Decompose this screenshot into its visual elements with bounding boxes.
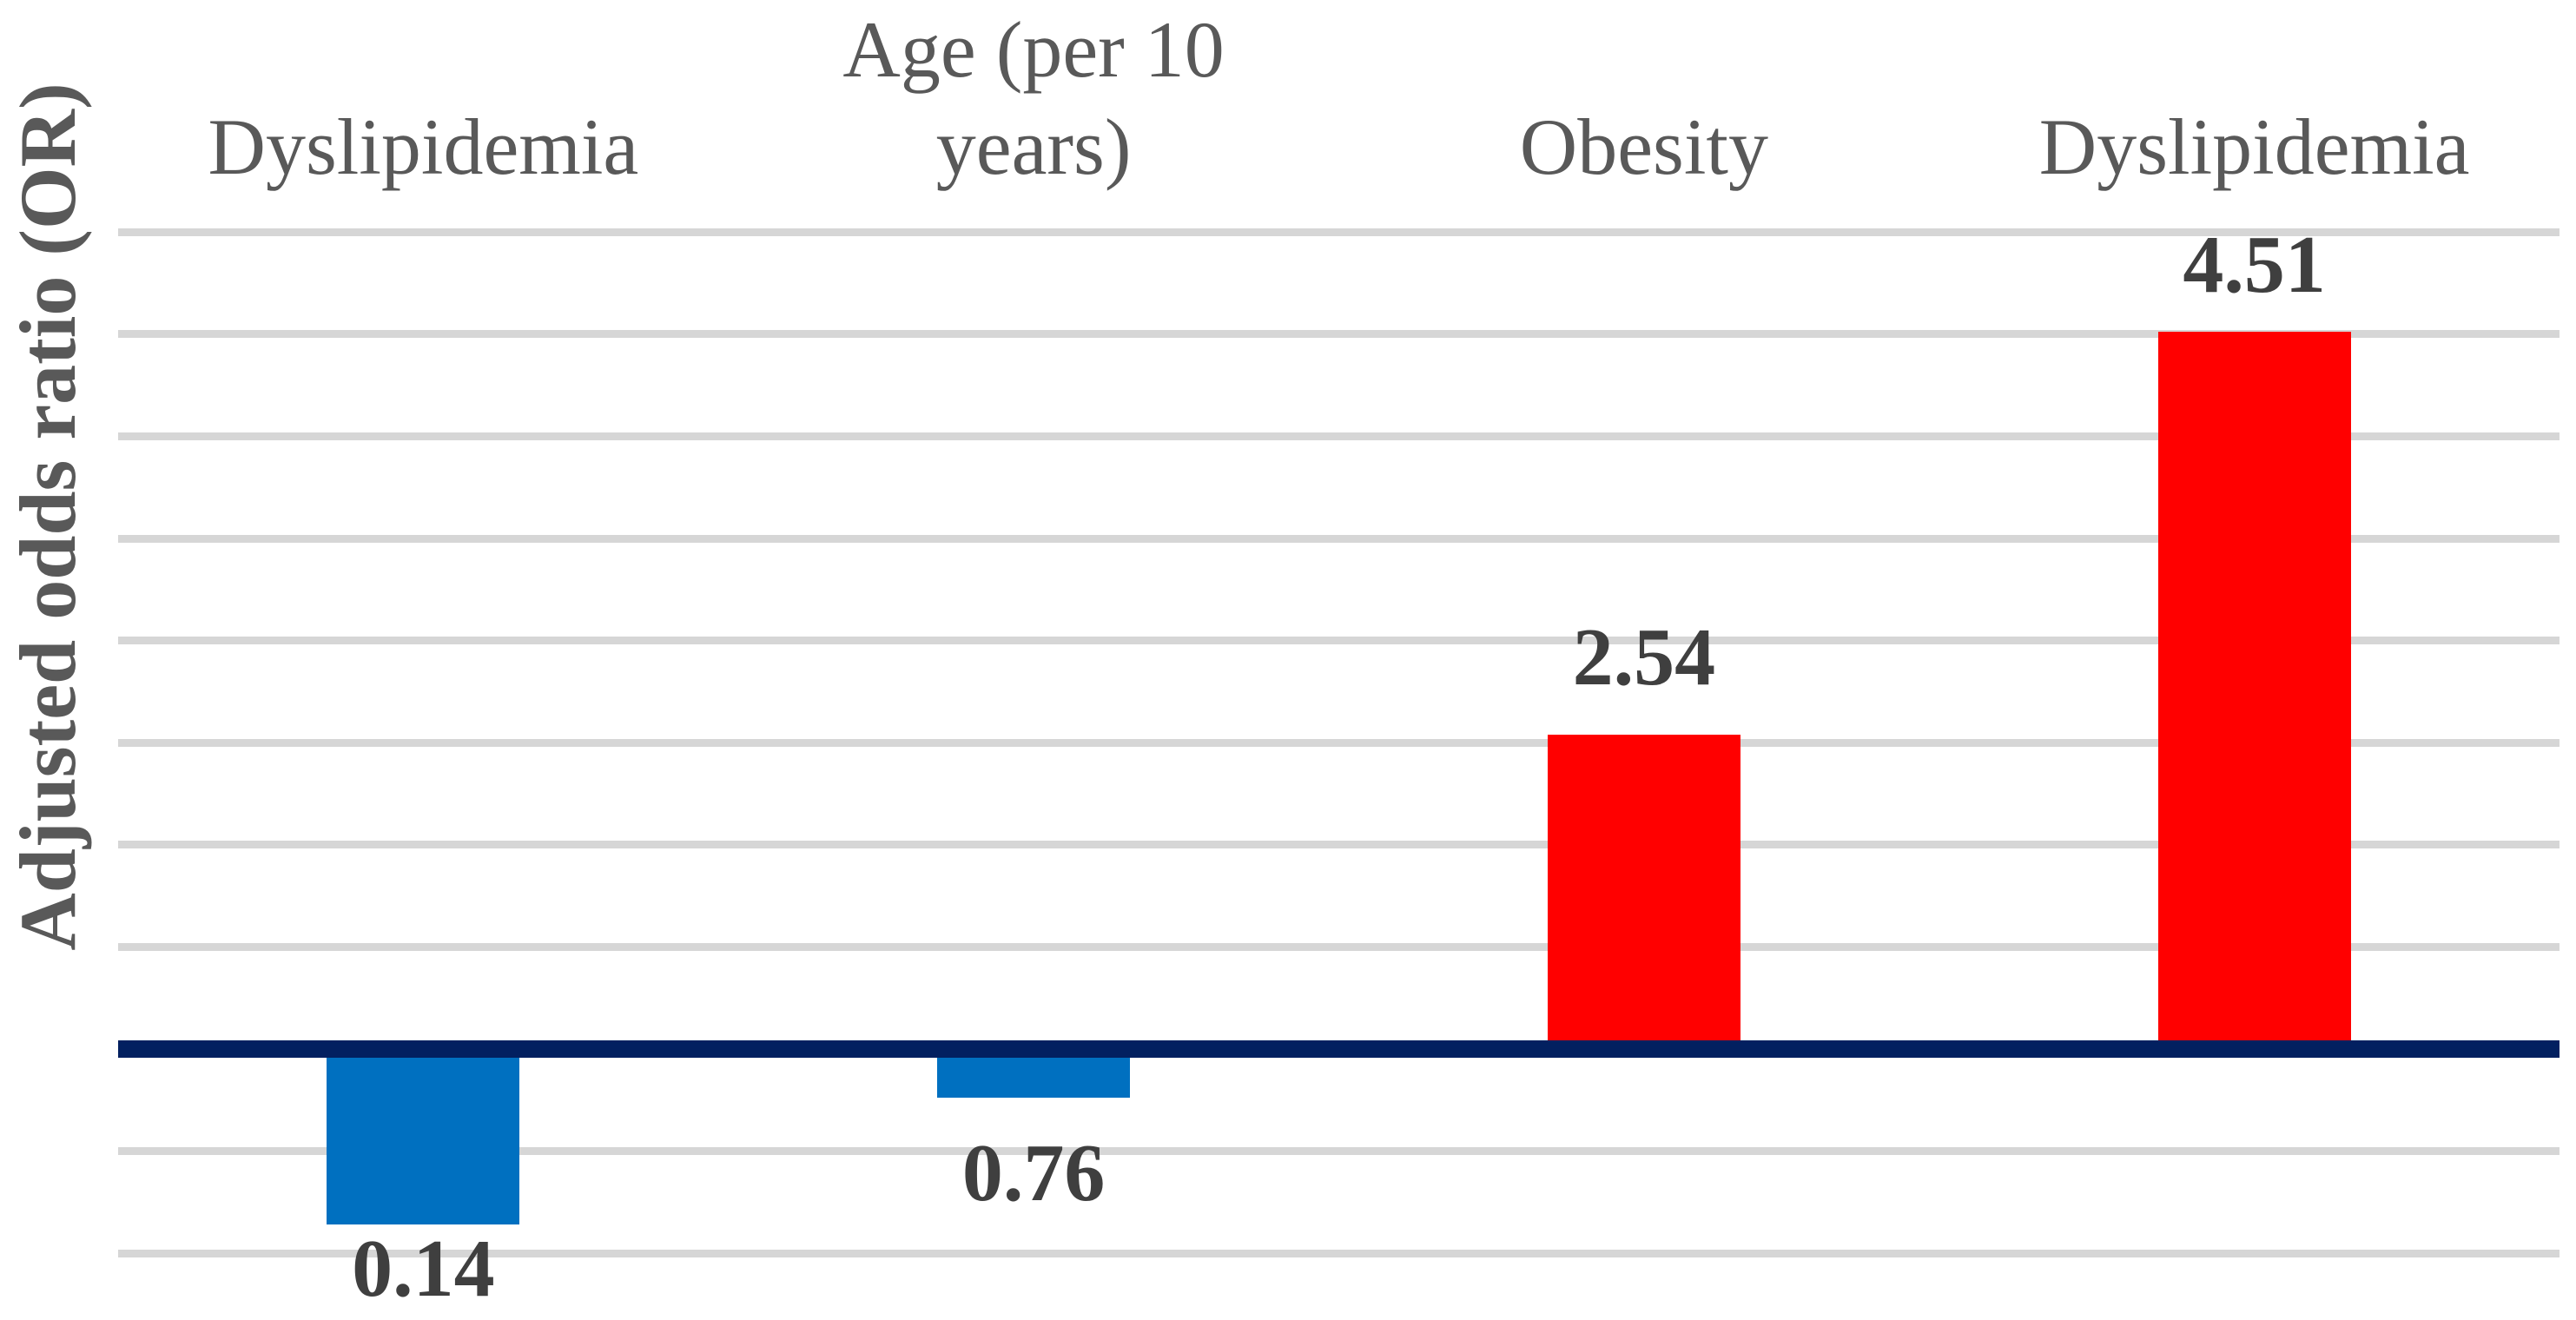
value-label: 0.76: [961, 1128, 1106, 1219]
bar-obesity: [1547, 734, 1740, 1049]
gridline: [118, 942, 2559, 951]
gridline: [118, 432, 2559, 440]
value-label: 2.54: [1572, 611, 1716, 703]
category-label: Obesity: [1519, 102, 1768, 191]
bar-dyslipidemia: [2157, 332, 2351, 1049]
gridline: [118, 1249, 2559, 1257]
value-label: 4.51: [2183, 220, 2326, 311]
gridline: [118, 330, 2559, 339]
gridline: [118, 841, 2559, 849]
bar-dyslipidemia: [327, 1049, 520, 1225]
baseline-or-1-line: [118, 1040, 2559, 1058]
gridline: [118, 534, 2559, 543]
value-label: 0.14: [352, 1224, 495, 1315]
category-label: Dyslipidemia: [2038, 102, 2470, 191]
gridline: [118, 738, 2559, 747]
gridline: [118, 228, 2559, 236]
gridline: [118, 637, 2559, 645]
category-label: Age (per 10 years): [842, 4, 1225, 191]
category-label: Dyslipidemia: [208, 102, 639, 191]
gridline: [118, 1147, 2559, 1156]
y-axis-title: Adjusted odds ratio (OR): [3, 82, 92, 951]
